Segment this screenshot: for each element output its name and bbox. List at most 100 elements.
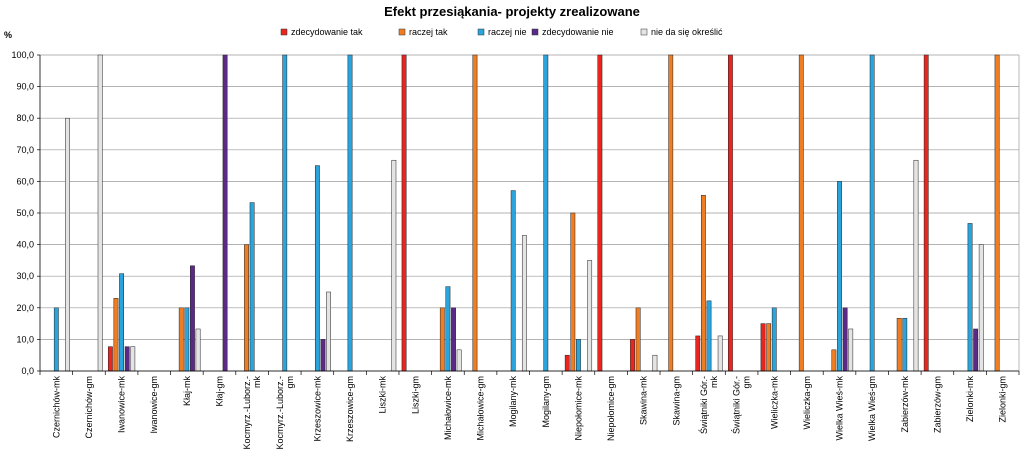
bar (510, 190, 516, 372)
bar (728, 54, 733, 372)
bar (184, 307, 190, 372)
y-tick-label: 100,0 (11, 50, 34, 60)
bar (451, 307, 456, 372)
bar (521, 235, 527, 372)
y-tick-label: 80,0 (16, 113, 34, 123)
y-tick-label: 70,0 (16, 145, 34, 155)
x-tick-label: Świątniki Gór.-mk (698, 376, 719, 435)
bar (190, 265, 195, 372)
bar (195, 328, 201, 372)
legend-label: raczej tak (409, 27, 448, 37)
bars (53, 54, 1000, 372)
x-tick-label: Michałowice-gm (476, 376, 486, 441)
bar (314, 165, 320, 372)
x-tick-label: Kocmyrz.-Luborz.-mk (242, 376, 262, 450)
bar (178, 307, 184, 372)
bar (282, 54, 288, 372)
bar (326, 291, 331, 372)
bar (923, 54, 929, 372)
x-tick-label: Mogilany-mk (508, 376, 518, 428)
y-axis-label: % (4, 30, 12, 40)
bar (543, 54, 549, 372)
legend-label: zdecydowanie tak (291, 27, 363, 37)
legend-swatch (477, 28, 485, 36)
x-tick-label: Zabierzów-mk (900, 376, 910, 433)
bar (869, 54, 875, 372)
bar (766, 323, 772, 372)
y-tick-label: 90,0 (16, 82, 34, 92)
legend-label: nie da się określić (651, 27, 723, 37)
bar (456, 349, 462, 372)
x-tick-label: Liszki-gm (410, 376, 420, 414)
bar (896, 317, 902, 372)
bar (597, 54, 603, 372)
bar (842, 307, 848, 372)
legend-swatch (640, 28, 648, 36)
bar (576, 339, 581, 372)
bar (902, 317, 908, 372)
bar (630, 339, 635, 372)
x-tick-label: Skawina-gm (671, 376, 681, 426)
bar (668, 54, 674, 372)
bar (570, 212, 576, 372)
legend-swatch (398, 28, 406, 36)
bar (695, 335, 701, 372)
bar (652, 354, 658, 372)
bar (587, 260, 593, 372)
bar (848, 328, 854, 372)
bar (831, 349, 837, 372)
y-tick-label: 30,0 (16, 271, 34, 281)
bar (401, 54, 407, 372)
x-tick-label: Wieliczka-gm (802, 376, 812, 430)
legend-label: raczej nie (488, 27, 527, 37)
bar (798, 54, 804, 372)
legend-swatch (531, 28, 539, 36)
bar (130, 346, 136, 372)
bar (391, 159, 397, 372)
x-tick-label: Kłaj-gm (214, 376, 224, 407)
bar (320, 339, 326, 372)
bar (717, 335, 723, 372)
y-axis-ticks: 0,0 10,0 20,0 30,0 40,0 50,0 60,0 70,0 80,0 90,0 1… (11, 50, 40, 376)
bar (107, 346, 113, 372)
legend-swatch (280, 28, 288, 36)
legend-label: zdecydowanie nie (542, 27, 614, 37)
x-tick-label: Iwanowice-mk (117, 376, 127, 434)
x-tick-label: Kłaj-mk (182, 376, 192, 407)
x-tick-label: Niepołomice-gm (606, 376, 616, 441)
bar (445, 286, 451, 372)
bar (439, 307, 445, 372)
y-tick-label: 0,0 (21, 366, 34, 376)
x-tick-label: Krzeszowice-mk (312, 376, 322, 442)
bar (978, 244, 984, 372)
bar (249, 202, 255, 372)
bar (222, 54, 228, 372)
x-tick-label: Wielka Wieś-mk (835, 376, 845, 441)
bar (244, 244, 249, 372)
bar (347, 54, 353, 372)
bar (564, 354, 570, 372)
x-tick-label: Michałowice-mk (443, 376, 453, 441)
bar (967, 223, 973, 372)
x-tick-label: Zielonki-gm (998, 376, 1008, 423)
x-tick-label: Wielka Wieś-gm (867, 376, 877, 441)
legend: zdecydowanie tak raczej tak raczej nie zdec… (280, 27, 723, 37)
bar (973, 328, 979, 372)
bar (119, 273, 124, 372)
x-tick-label: Liszki-mk (378, 376, 388, 414)
gridlines (40, 54, 1019, 372)
bar (97, 54, 103, 372)
x-tick-label: Czernichów-mk (51, 376, 61, 439)
x-tick-label: Skawina-mk (639, 376, 649, 426)
x-tick-label: Niepołomice-mk (573, 376, 583, 441)
x-tick-label: Zabierzów-gm (932, 376, 942, 433)
bar (124, 346, 130, 372)
x-tick-label: Świątniki Gór.-gm (731, 376, 752, 434)
bar (913, 159, 919, 372)
x-tick-label: Wieliczka-mk (769, 376, 779, 429)
x-tick-label: Iwanowice-gm (149, 376, 159, 434)
bar (472, 54, 478, 372)
chart-title: Efekt przesiąkania- projekty zrealizowan… (384, 4, 640, 19)
bar (635, 307, 641, 372)
